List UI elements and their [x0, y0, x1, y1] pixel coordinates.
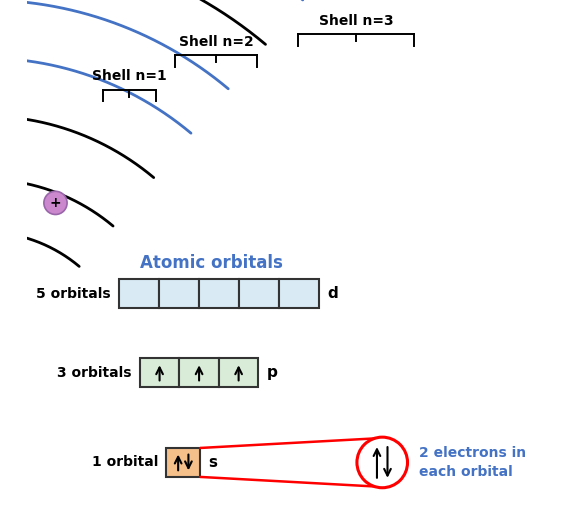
Text: Shell n=3: Shell n=3 — [318, 14, 393, 28]
Text: Atomic orbitals: Atomic orbitals — [140, 255, 282, 272]
Text: 5 orbitals: 5 orbitals — [36, 287, 111, 301]
Text: 3 orbitals: 3 orbitals — [57, 366, 132, 380]
Text: +: + — [50, 196, 61, 210]
Bar — [199, 279, 239, 308]
Text: Shell n=2: Shell n=2 — [179, 35, 253, 49]
Bar — [239, 279, 279, 308]
Text: 2 electrons in
each orbital: 2 electrons in each orbital — [419, 446, 526, 479]
Bar — [179, 358, 219, 387]
Text: 1 orbital: 1 orbital — [92, 455, 158, 470]
Bar — [166, 448, 201, 477]
Text: Shell n=1: Shell n=1 — [92, 69, 166, 83]
Bar — [140, 358, 179, 387]
Text: p: p — [266, 365, 277, 380]
Bar — [219, 358, 258, 387]
Circle shape — [44, 191, 67, 214]
Bar — [119, 279, 159, 308]
Bar — [159, 279, 199, 308]
Text: d: d — [327, 286, 338, 301]
Text: s: s — [208, 455, 218, 470]
Bar — [279, 279, 319, 308]
